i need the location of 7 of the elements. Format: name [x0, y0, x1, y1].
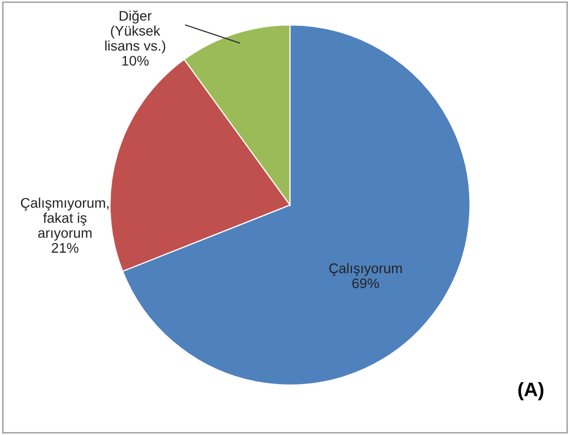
slice-label: Çalışmıyorum, fakat iş arıyorum [20, 198, 109, 241]
text: (A) [518, 382, 544, 400]
data-label: 21% [52, 242, 78, 253]
data-label: 10% [122, 56, 149, 66]
slice-label: Çalışıyorum [329, 263, 402, 276]
data-label: 69% [352, 278, 380, 288]
slice-label: Diğer (Yüksek lisans vs.) [105, 10, 166, 54]
